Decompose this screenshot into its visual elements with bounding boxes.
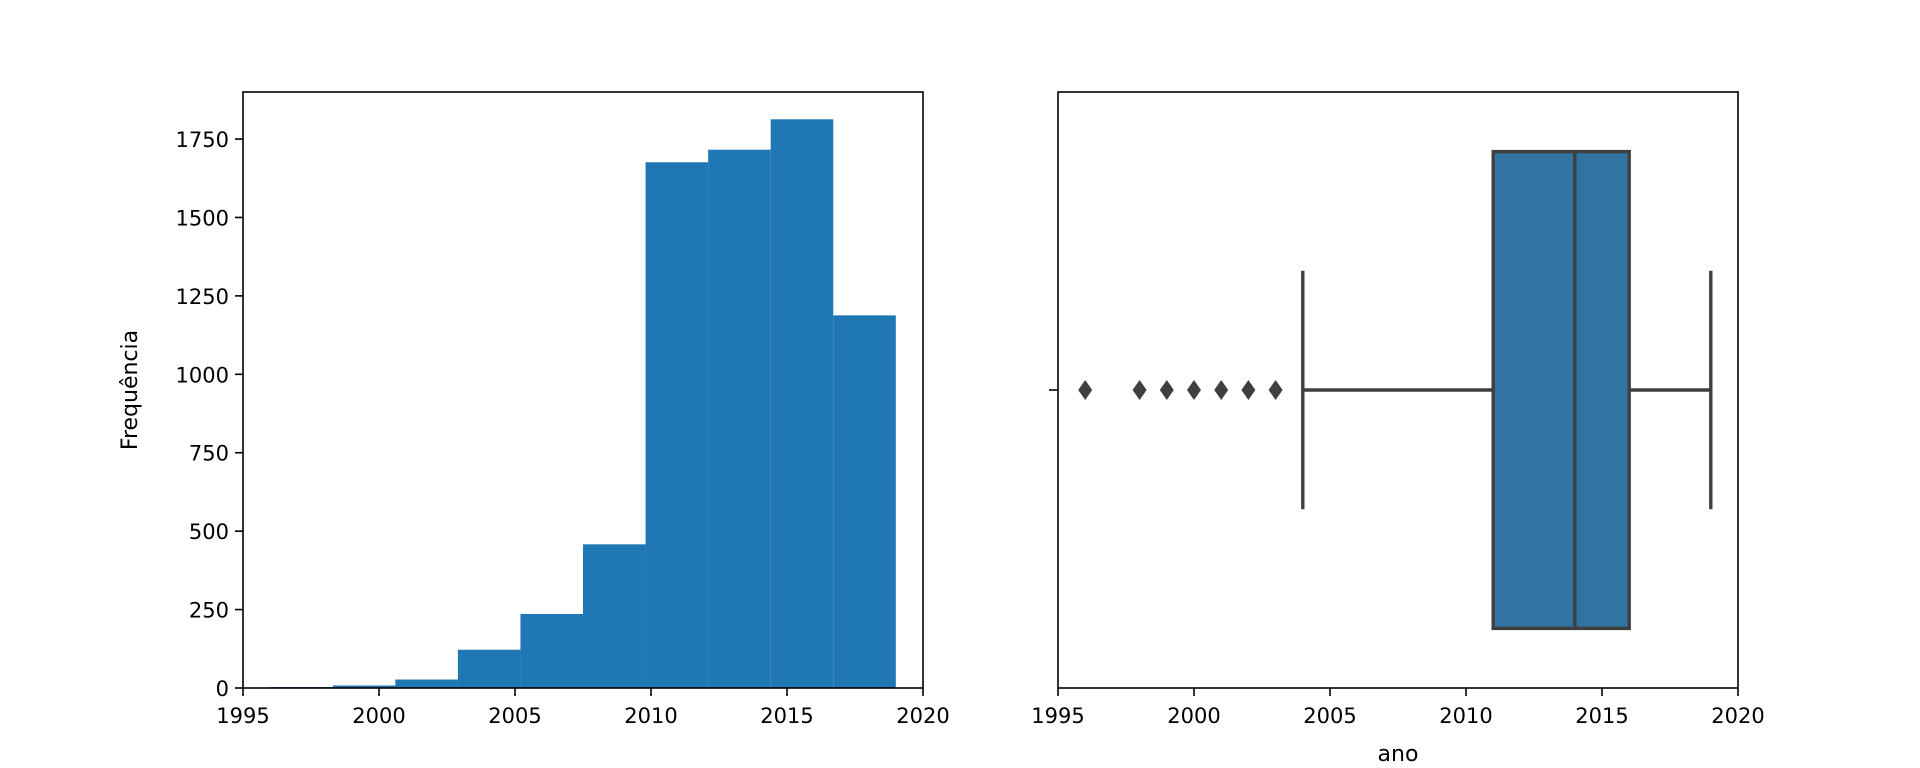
histogram-y-axis-label: Frequência xyxy=(118,330,143,450)
histogram-x-ticks: 1995 2000 2005 2010 2015 2020 xyxy=(216,688,950,728)
x-tick-label: 2000 xyxy=(352,704,405,728)
histogram-bar xyxy=(395,679,458,688)
outlier-point xyxy=(1241,380,1256,400)
outlier-point xyxy=(1214,380,1229,400)
histogram-bar xyxy=(520,613,583,688)
x-tick-label: 1995 xyxy=(1031,704,1084,728)
histogram-bar xyxy=(457,649,521,688)
x-tick-label: 2005 xyxy=(488,704,541,728)
outlier-point xyxy=(1078,380,1093,400)
histogram-bar xyxy=(708,149,771,688)
y-tick-label: 1250 xyxy=(176,285,229,309)
outlier-point xyxy=(1132,380,1147,400)
x-tick-label: 1995 xyxy=(216,704,269,728)
x-tick-label: 2020 xyxy=(896,704,949,728)
y-tick-label: 750 xyxy=(189,442,229,466)
x-tick-label: 2020 xyxy=(1711,704,1764,728)
histogram-frame xyxy=(242,91,924,689)
outlier-point xyxy=(1268,380,1283,400)
x-tick-label: 2010 xyxy=(1439,704,1492,728)
y-tick-label: 250 xyxy=(189,599,229,623)
histogram-bar xyxy=(583,544,646,688)
x-tick-label: 2015 xyxy=(760,704,813,728)
histogram-bar xyxy=(833,315,896,688)
histogram-bar xyxy=(332,685,396,688)
boxplot-x-axis-label: ano xyxy=(1378,742,1419,767)
histogram-bar xyxy=(770,119,834,688)
y-tick-label: 1000 xyxy=(176,363,229,387)
x-tick-label: 2000 xyxy=(1167,704,1220,728)
outlier-point xyxy=(1187,380,1201,400)
boxplot-x-ticks: 1995 2000 2005 2010 2015 2020 xyxy=(1031,688,1765,728)
boxplot-elements xyxy=(1078,149,1713,631)
x-tick-label: 2015 xyxy=(1575,704,1628,728)
y-tick-label: 0 xyxy=(216,677,229,701)
y-tick-label: 1500 xyxy=(176,206,229,230)
histogram-bars xyxy=(270,119,896,688)
boxplot-chart: 1995 2000 2005 2010 2015 2020 ano xyxy=(1031,91,1765,767)
outlier-point xyxy=(1159,380,1174,400)
y-tick-label: 1750 xyxy=(176,128,229,152)
x-tick-label: 2005 xyxy=(1303,704,1356,728)
x-tick-label: 2010 xyxy=(624,704,677,728)
y-tick-label: 500 xyxy=(189,520,229,544)
histogram-y-ticks: 0 250 500 750 1000 1250 1500 1750 xyxy=(176,128,243,701)
histogram-bar xyxy=(645,162,709,688)
histogram-chart: 1995 2000 2005 2010 2015 2020 0 250 500 750 1000 1… xyxy=(118,91,950,728)
interquartile-box xyxy=(1491,149,1631,631)
